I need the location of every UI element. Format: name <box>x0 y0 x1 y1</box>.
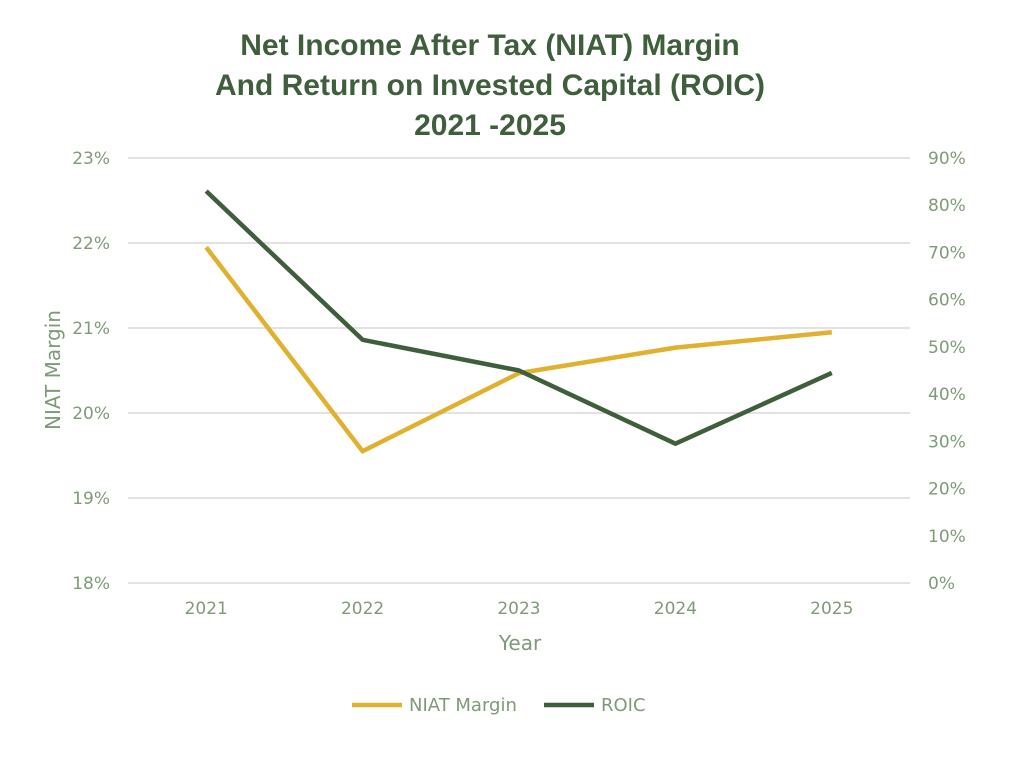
chart-title-line-2: And Return on Invested Capital (ROIC) <box>215 69 765 102</box>
left-tick-label: 23% <box>72 149 110 169</box>
right-tick-label: 20% <box>928 480 966 500</box>
series-line-niat-margin <box>204 245 833 454</box>
chart-title: Net Income After Tax (NIAT) Margin And R… <box>215 29 765 142</box>
right-tick-label: 90% <box>928 149 966 169</box>
x-tick-label: 2022 <box>341 599 384 619</box>
chart-title-line-1: Net Income After Tax (NIAT) Margin <box>240 29 739 62</box>
right-tick-label: 40% <box>928 385 966 405</box>
chart-title-line-3: 2021 -2025 <box>414 109 566 142</box>
series-lines <box>204 189 833 454</box>
left-tick-label: 18% <box>72 574 110 594</box>
right-tick-label: 10% <box>928 527 966 547</box>
y-axis-title: NIAT Margin <box>41 310 65 430</box>
right-tick-label: 60% <box>928 291 966 311</box>
left-axis-ticks: 18% 19% 20% 21% 22% 23% <box>72 149 110 594</box>
x-tick-label: 2025 <box>810 599 853 619</box>
right-axis-ticks: 0% 10% 20% 30% 40% 50% 60% 70% 80% 90% <box>928 149 966 594</box>
left-tick-label: 20% <box>72 404 110 424</box>
right-tick-label: 70% <box>928 243 966 263</box>
series-line-roic <box>204 189 833 446</box>
x-tick-label: 2024 <box>654 599 697 619</box>
legend-label-roic: ROIC <box>601 695 646 716</box>
x-axis-title: Year <box>498 631 542 655</box>
legend: NIAT Margin ROIC <box>352 695 646 716</box>
left-tick-label: 22% <box>72 234 110 254</box>
x-tick-label: 2023 <box>497 599 540 619</box>
right-tick-label: 80% <box>928 196 966 216</box>
right-tick-label: 30% <box>928 432 966 452</box>
right-tick-label: 50% <box>928 338 966 358</box>
legend-label-niat-margin: NIAT Margin <box>409 695 517 716</box>
x-axis-ticks: 2021 2022 2023 2024 2025 <box>185 599 854 619</box>
left-tick-label: 19% <box>72 489 110 509</box>
right-tick-label: 0% <box>928 574 955 594</box>
left-tick-label: 21% <box>72 319 110 339</box>
x-tick-label: 2021 <box>185 599 228 619</box>
